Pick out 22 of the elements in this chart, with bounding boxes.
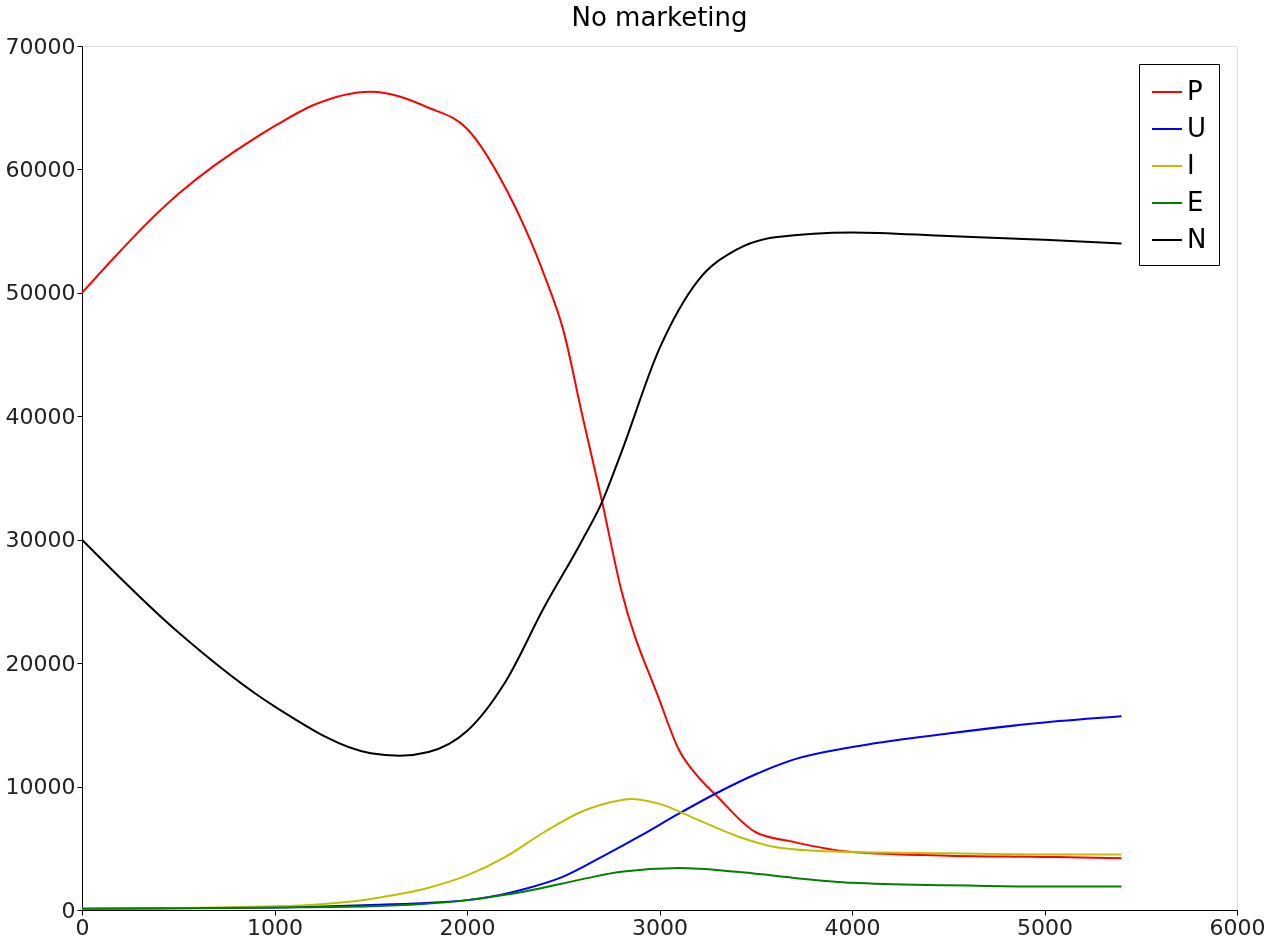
y-tick-label: 50000 (5, 280, 76, 306)
line-series (81, 90, 1123, 860)
legend-label: P (1187, 76, 1203, 106)
x-tick-label: 3000 (632, 914, 688, 940)
y-tick-label: 60000 (5, 156, 76, 182)
x-tick-label: 4000 (824, 914, 881, 940)
y-tick-label: 0 (61, 897, 76, 923)
legend-label: E (1187, 187, 1204, 217)
x-tick-label: 6000 (1209, 914, 1266, 940)
x-tick-label: 2000 (439, 914, 496, 940)
chart-title: No marketing (571, 2, 748, 32)
y-tick-label: 20000 (5, 650, 76, 676)
x-tick-label: 5000 (1017, 914, 1073, 940)
x-tick-label: 1000 (247, 914, 303, 940)
y-tick-label: 70000 (5, 33, 76, 59)
legend-label: I (1187, 150, 1195, 180)
y-tick-label: 30000 (5, 527, 76, 553)
legend-label: U (1187, 113, 1207, 143)
line-series (81, 867, 1123, 910)
y-tick-label: 10000 (5, 774, 76, 800)
legend-label: N (1187, 224, 1207, 254)
y-tick-label: 40000 (5, 403, 76, 429)
